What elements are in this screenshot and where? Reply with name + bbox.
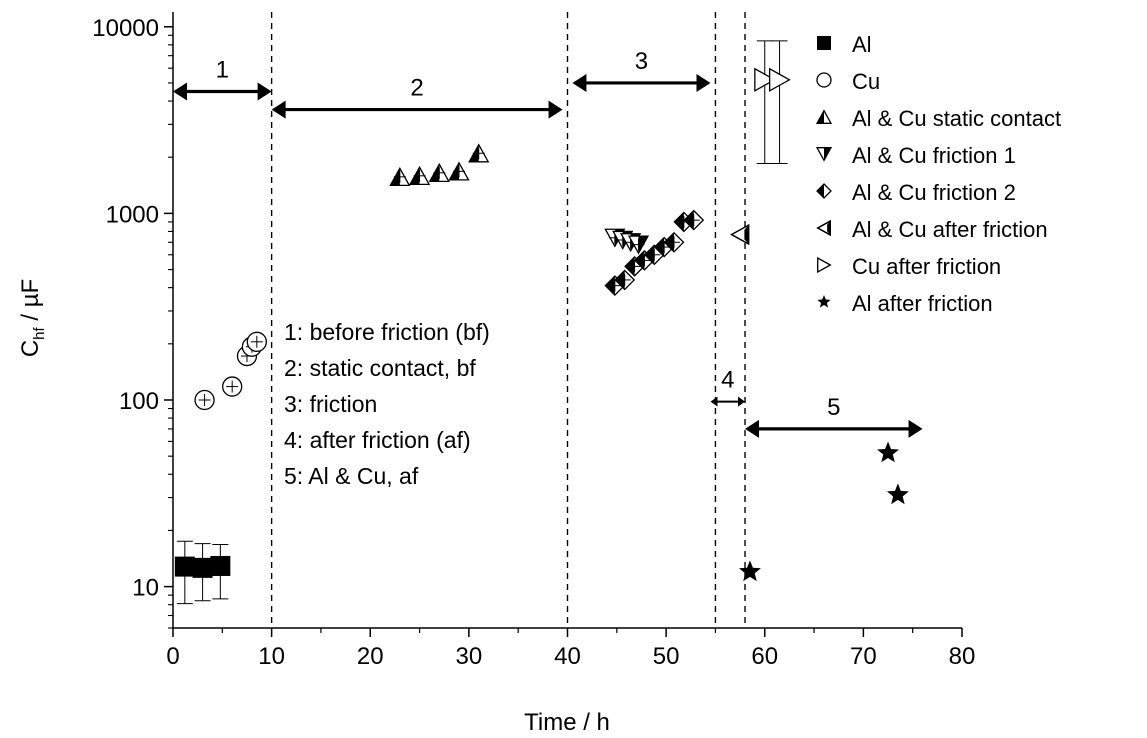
error-bar (771, 40, 788, 165)
legend-marker (817, 36, 831, 50)
legend-label: Al after friction (852, 291, 993, 316)
x-tick-label: 0 (166, 643, 179, 670)
series-al-cu-static-contact (389, 143, 490, 187)
legend-item: Al (817, 32, 872, 57)
legend-item: Al & Cu static contact (815, 106, 1061, 131)
y-tick-label: 10 (132, 575, 159, 602)
data-point (768, 67, 791, 92)
legend-item: Al & Cu friction 1 (815, 143, 1016, 168)
x-axis-label: Time / h (524, 709, 610, 736)
error-bar (756, 40, 773, 165)
legend-label: Al (852, 32, 872, 57)
legend-item: Al & Cu after friction (816, 217, 1048, 242)
region-arrow-1: 1 (173, 56, 272, 101)
x-tick-label: 20 (357, 643, 384, 670)
legend-label: Al & Cu static contact (852, 106, 1061, 131)
series-al-cu-friction-2 (604, 209, 705, 297)
data-point (174, 556, 195, 577)
y-tick-label: 100 (119, 388, 159, 415)
x-tick-label: 60 (751, 643, 778, 670)
region-arrow-4: 4 (710, 367, 746, 407)
legend-marker (816, 183, 832, 199)
region-arrow-5: 5 (745, 394, 923, 438)
data-point (210, 555, 231, 576)
x-tick-label: 30 (456, 643, 483, 670)
data-point (754, 67, 776, 92)
svg-text:Chf / µF: Chf / µF (17, 279, 48, 357)
region-label-4: 4 (721, 367, 734, 394)
series-al (174, 540, 231, 605)
x-tick-label: 70 (850, 643, 877, 670)
data-point (886, 483, 909, 505)
annotation-line: 2: static contact, bf (284, 355, 476, 381)
axes: 0 10 20 30 40 50 60 70 80 10 100 1000 10000 (92, 12, 975, 670)
annotation-line: 3: friction (284, 391, 377, 417)
region-label-1: 1 (216, 56, 229, 83)
legend-marker (816, 72, 832, 88)
x-tick-label: 40 (554, 643, 581, 670)
legend-label: Cu after friction (852, 254, 1001, 279)
y-tick-label: 1000 (106, 201, 159, 228)
y-axis-label-unit: / µF (17, 279, 44, 328)
region-label-2: 2 (410, 75, 423, 102)
data-point (730, 223, 750, 246)
x-tick-label: 50 (653, 643, 680, 670)
x-tick-label: 80 (949, 643, 976, 670)
data-point (877, 441, 899, 463)
annotation-line: 4: after friction (af) (284, 427, 471, 453)
legend-marker (815, 109, 833, 124)
x-tick-label: 10 (258, 643, 285, 670)
series-al-after-friction (739, 441, 909, 582)
legend-label: Cu (852, 69, 880, 94)
series-cu-after-friction (754, 40, 791, 165)
y-axis-label-main: C (17, 340, 44, 357)
y-axis-label-sub: hf (31, 326, 48, 339)
y-tick-label: 10000 (92, 15, 159, 42)
series-al-cu-friction-1 (604, 228, 650, 255)
region-arrow-2: 2 (271, 75, 563, 119)
legend-label: Al & Cu friction 2 (852, 180, 1016, 205)
legend: Al Cu Al & Cu static contact Al & Cu fricti… (815, 32, 1061, 316)
plot-elements: 1 2 3 4 5 (173, 12, 923, 628)
series-cu (194, 331, 267, 411)
legend-label: Al & Cu friction 1 (852, 143, 1016, 168)
legend-item: Cu (816, 69, 880, 94)
legend-marker (817, 295, 831, 308)
legend-item: Al after friction (817, 291, 993, 316)
annotation-line: 1: before friction (bf) (284, 319, 490, 345)
legend-item: Cu after friction (817, 254, 1001, 279)
legend-marker (817, 256, 832, 274)
data-point (739, 560, 761, 582)
legend-marker (815, 147, 833, 162)
annotation-line: 5: Al & Cu, af (284, 463, 419, 489)
series-al-cu-after-friction (730, 223, 750, 246)
legend-item: Al & Cu friction 2 (816, 180, 1016, 205)
annotations: 1: before friction (bf) 2: static contact… (284, 319, 490, 489)
region-label-3: 3 (635, 48, 648, 75)
legend-label: Al & Cu after friction (852, 217, 1048, 242)
y-axis-label: Chf / µF (17, 279, 48, 357)
legend-marker (816, 219, 831, 237)
data-point (192, 557, 213, 578)
region-arrow-3: 3 (572, 48, 711, 92)
region-label-5: 5 (827, 394, 840, 421)
